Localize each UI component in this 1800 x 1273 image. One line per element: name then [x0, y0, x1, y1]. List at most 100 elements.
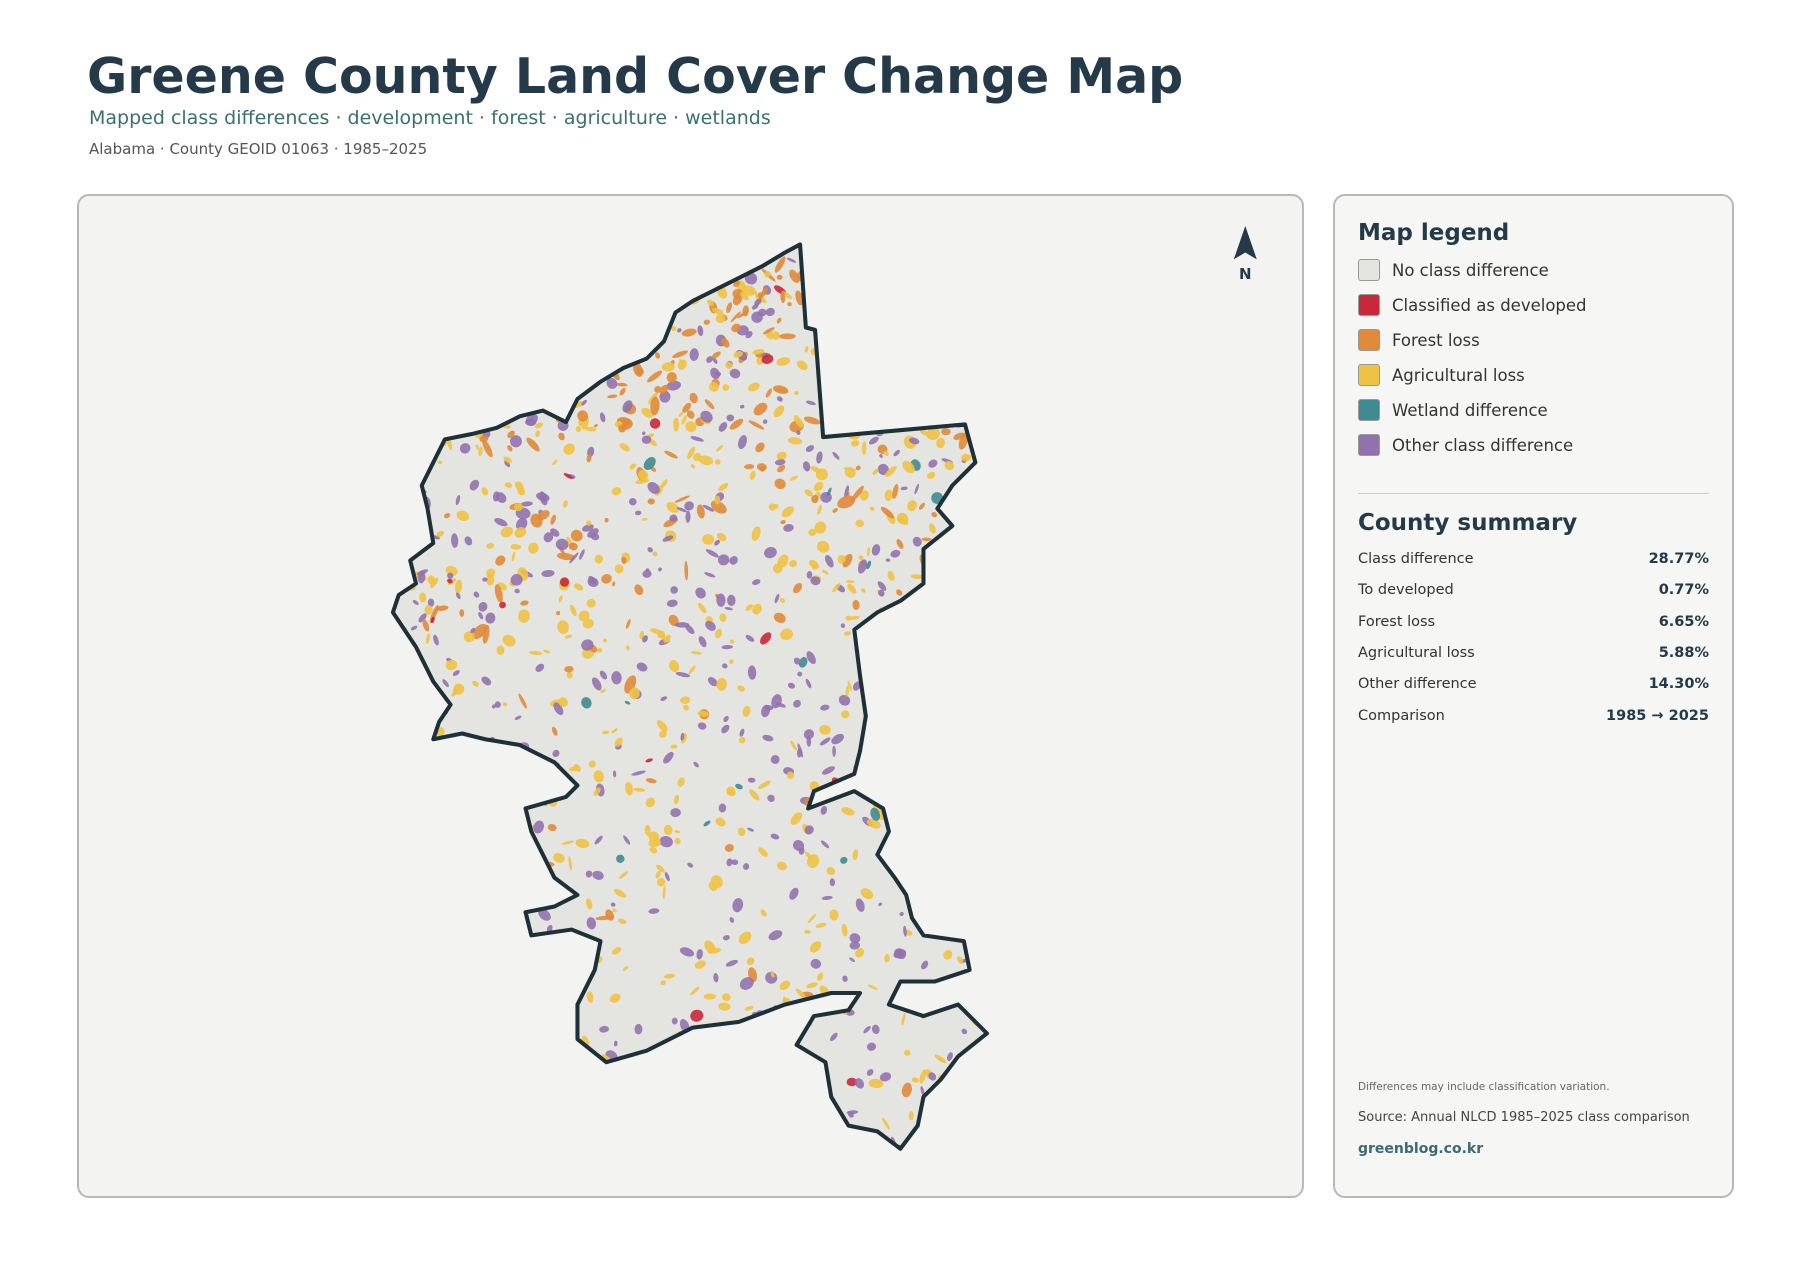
change-patch [812, 563, 820, 570]
change-patch [472, 297, 483, 308]
change-patch [556, 1116, 566, 1126]
change-patch [392, 533, 399, 540]
change-patch [668, 614, 679, 626]
change-patch [869, 665, 882, 672]
divider [1358, 493, 1709, 494]
change-patch [934, 579, 940, 586]
change-patch [687, 446, 696, 460]
change-patch [496, 645, 505, 656]
change-patch [774, 256, 786, 273]
change-patch [503, 456, 512, 463]
change-patch [761, 246, 771, 256]
change-patch [591, 282, 598, 289]
change-patch [840, 856, 848, 864]
legend-swatch [1358, 329, 1380, 351]
change-patch [946, 283, 954, 288]
change-patch [903, 410, 910, 423]
change-patch [439, 403, 447, 411]
change-patch [852, 388, 861, 398]
change-patch [725, 959, 738, 967]
meta: Alabama · County GEOID 01063 · 1985–2025 [89, 140, 428, 158]
change-patch [931, 1138, 935, 1143]
change-patch [510, 1044, 523, 1055]
change-patch [789, 475, 799, 481]
change-patch [916, 293, 926, 305]
change-patch [409, 280, 428, 292]
change-patch [949, 659, 960, 664]
change-patch [715, 313, 726, 324]
change-patch [887, 252, 896, 266]
change-patch [747, 382, 760, 392]
change-patch [804, 825, 814, 835]
change-patch [934, 698, 941, 713]
change-patch [471, 1117, 477, 1126]
change-patch [764, 1094, 770, 1099]
change-patch [820, 704, 830, 711]
change-patch [783, 524, 794, 532]
change-patch [737, 827, 746, 837]
change-patch [392, 406, 397, 414]
change-patch [789, 269, 800, 283]
change-patch [881, 361, 887, 371]
change-patch [512, 778, 528, 786]
change-patch [392, 722, 404, 738]
change-patch [710, 875, 723, 888]
change-patch [943, 919, 949, 933]
change-patch [611, 487, 622, 496]
change-patch [451, 421, 456, 427]
change-patch [469, 958, 482, 967]
change-patch [537, 510, 550, 521]
change-patch [933, 549, 940, 559]
change-patch [532, 775, 545, 788]
change-patch [411, 797, 419, 807]
change-patch [873, 327, 888, 336]
change-patch [745, 634, 755, 642]
change-patch [448, 314, 460, 327]
change-patch [470, 794, 478, 800]
change-patch [760, 632, 772, 645]
change-patch [778, 333, 796, 340]
change-patch [738, 931, 752, 945]
change-patch [606, 260, 615, 269]
change-patch [751, 1084, 760, 1091]
change-patch [599, 1025, 610, 1033]
map: N [390, 225, 1257, 1151]
change-patch [506, 771, 514, 783]
change-patch [392, 443, 401, 448]
change-patch [449, 899, 462, 908]
summary-value: 1985 → 2025 [1606, 707, 1709, 724]
change-patch [754, 298, 762, 306]
change-patch [635, 251, 646, 262]
change-patch [729, 556, 738, 565]
change-patch [566, 368, 580, 380]
change-patch [666, 278, 676, 288]
change-patch [981, 786, 987, 798]
change-patch [609, 993, 621, 1003]
change-patch [741, 285, 756, 296]
change-patch [587, 360, 593, 371]
change-patch [712, 307, 724, 315]
change-patch [916, 599, 927, 613]
change-patch [729, 917, 735, 923]
change-patch [577, 410, 589, 422]
change-patch [804, 346, 809, 353]
change-patch [926, 370, 939, 381]
change-patch [940, 545, 952, 554]
change-patch [715, 1084, 727, 1093]
change-patch [523, 270, 527, 281]
change-patch [722, 935, 730, 941]
change-patch [599, 670, 608, 680]
change-patch [479, 435, 489, 443]
change-patch [865, 378, 872, 384]
change-patch [495, 555, 506, 566]
change-patch [717, 554, 730, 566]
change-patch [950, 568, 954, 573]
change-patch [543, 253, 551, 262]
change-patch [586, 316, 595, 332]
change-patch [614, 564, 624, 574]
change-patch [478, 611, 484, 620]
change-patch [392, 295, 401, 307]
change-patch [438, 415, 443, 420]
change-patch [912, 259, 921, 269]
change-patch [742, 305, 749, 317]
